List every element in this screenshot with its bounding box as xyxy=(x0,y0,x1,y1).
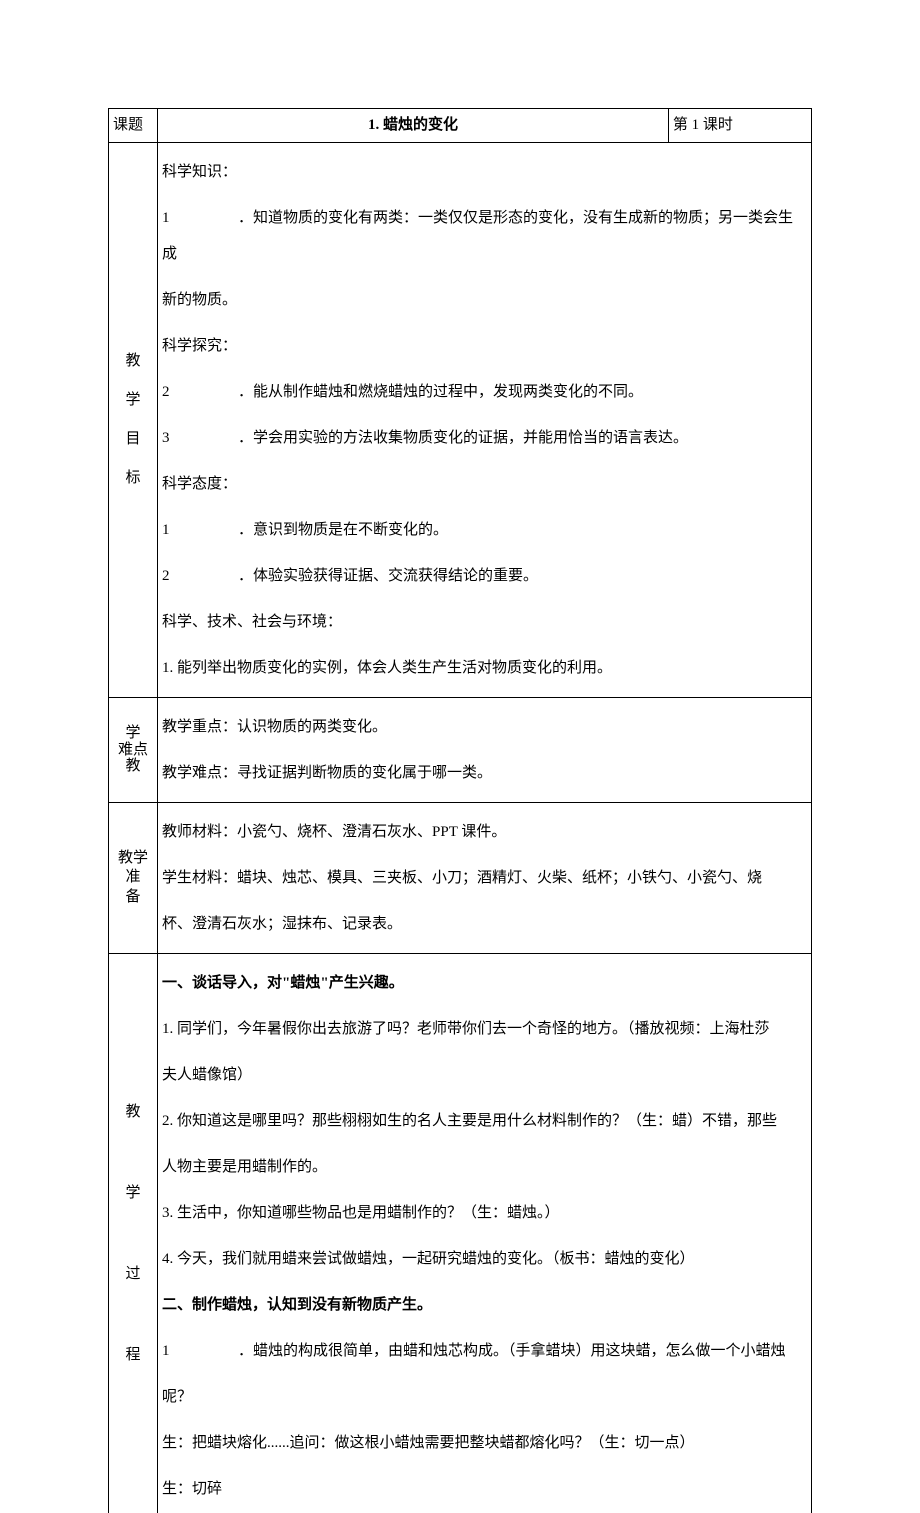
content-line: 教学难点：寻找证据判断物质的变化属于哪一类。 xyxy=(162,750,807,796)
section-heading: 二、制作蜡烛，认知到没有新物质产生。 xyxy=(162,1282,807,1328)
content-process: 一、谈话导入，对"蜡烛"产生兴趣。1. 同学们，今年暑假你出去旅游了吗？老师带你… xyxy=(158,954,812,1513)
header-row: 课题 1. 蜡烛的变化 第 1 课时 xyxy=(109,109,812,143)
item-text: ．能从制作蜡烛和燃烧蜡烛的过程中，发现两类变化的不同。 xyxy=(238,384,643,400)
lesson-title: 1. 蜡烛的变化 xyxy=(158,109,669,143)
content-line: 生：切碎 xyxy=(162,1466,807,1507)
content-line: 杯、澄清石灰水；湿抹布、记录表。 xyxy=(162,901,807,947)
item-text: ．蜡烛的构成很简单，由蜡和烛芯构成。（手拿蜡块）用这块蜡，怎么做一个小蜡烛 xyxy=(238,1343,786,1359)
content-goals: 科学知识：1．知道物质的变化有两类：一类仅仅是形态的变化，没有生成新的物质；另一… xyxy=(158,143,812,698)
content-line: 1 ．意识到物质是在不断变化的。 xyxy=(162,507,807,553)
content-line: 2. 你知道这是哪里吗？那些栩栩如生的名人主要是用什么材料制作的？（生：蜡）不错… xyxy=(162,1098,807,1144)
content-line: 2 ．能从制作蜡烛和燃烧蜡烛的过程中，发现两类变化的不同。 xyxy=(162,369,807,415)
content-line: 新的物质。 xyxy=(162,277,807,323)
item-number: 1 xyxy=(162,200,180,236)
item-number: 1 xyxy=(162,512,180,548)
content-line: 1. 能列举出物质变化的实例，体会人类生产生活对物质变化的利用。 xyxy=(162,645,807,691)
content-line: 人物主要是用蜡制作的。 xyxy=(162,1144,807,1190)
content-line: 1 ．蜡烛的构成很简单，由蜡和烛芯构成。（手拿蜡块）用这块蜡，怎么做一个小蜡烛 xyxy=(162,1328,807,1374)
row-prep: 教学准 备 教师材料：小瓷勺、烧杯、澄清石灰水、PPT 课件。学生材料：蜡块、烛… xyxy=(109,803,812,954)
content-line: 教师材料：小瓷勺、烧杯、澄清石灰水、PPT 课件。 xyxy=(162,809,807,855)
label-topic: 课题 xyxy=(109,109,158,143)
section-heading: 一、谈话导入，对"蜡烛"产生兴趣。 xyxy=(162,960,807,1006)
item-number: 2 xyxy=(162,374,180,410)
content-prep: 教师材料：小瓷勺、烧杯、澄清石灰水、PPT 课件。学生材料：蜡块、烛芯、模具、三… xyxy=(158,803,812,954)
content-line: 2 ．体验实验获得证据、交流获得结论的重要。 xyxy=(162,553,807,599)
content-line: 1．知道物质的变化有两类：一类仅仅是形态的变化，没有生成新的物质；另一类会生成 xyxy=(162,195,807,277)
item-text: ．体验实验获得证据、交流获得结论的重要。 xyxy=(238,568,538,584)
content-line: 1. 同学们，今年暑假你出去旅游了吗？老师带你们去一个奇怪的地方。（播放视频：上… xyxy=(162,1006,807,1052)
row-goals: 教 学 目 标 科学知识：1．知道物质的变化有两类：一类仅仅是形态的变化，没有生… xyxy=(109,143,812,698)
label-focus: 学 难点 教 xyxy=(109,698,158,803)
row-focus: 学 难点 教 教学重点：认识物质的两类变化。教学难点：寻找证据判断物质的变化属于… xyxy=(109,698,812,803)
content-line: 3. 生活中，你知道哪些物品也是用蜡制作的？（生：蜡烛。） xyxy=(162,1190,807,1236)
item-text: ．意识到物质是在不断变化的。 xyxy=(238,522,448,538)
content-line: 科学态度： xyxy=(162,461,807,507)
content-line: 科学探究： xyxy=(162,323,807,369)
row-process: 教 学 过 程 一、谈话导入，对"蜡烛"产生兴趣。1. 同学们，今年暑假你出去旅… xyxy=(109,954,812,1513)
label-process: 教 学 过 程 xyxy=(109,954,158,1513)
content-line: 夫人蜡像馆） xyxy=(162,1052,807,1098)
content-line: 呢？ xyxy=(162,1374,807,1420)
content-line: 4. 今天，我们就用蜡来尝试做蜡烛，一起研究蜡烛的变化。（板书：蜡烛的变化） xyxy=(162,1236,807,1282)
item-number: 1 xyxy=(162,1333,180,1369)
label-goals: 教 学 目 标 xyxy=(109,143,158,698)
item-text: ．学会用实验的方法收集物质变化的证据，并能用恰当的语言表达。 xyxy=(238,430,688,446)
content-line: 3 ．学会用实验的方法收集物质变化的证据，并能用恰当的语言表达。 xyxy=(162,415,807,461)
item-number: 3 xyxy=(162,420,180,456)
label-prep: 教学准 备 xyxy=(109,803,158,954)
lesson-period: 第 1 课时 xyxy=(668,109,811,143)
content-line: 科学知识： xyxy=(162,149,807,195)
content-line: 生：把蜡块熔化......追问：做这根小蜡烛需要把整块蜡都熔化吗？（生：切一点） xyxy=(162,1420,807,1466)
item-text: ．知道物质的变化有两类：一类仅仅是形态的变化，没有生成新的物质；另一类会生成 xyxy=(162,210,793,262)
content-focus: 教学重点：认识物质的两类变化。教学难点：寻找证据判断物质的变化属于哪一类。 xyxy=(158,698,812,803)
lesson-plan-table: 课题 1. 蜡烛的变化 第 1 课时 教 学 目 标 科学知识：1．知道物质的变… xyxy=(108,108,812,1513)
content-line: 学生材料：蜡块、烛芯、模具、三夹板、小刀；酒精灯、火柴、纸杯；小铁勺、小瓷勺、烧 xyxy=(162,855,807,901)
item-number: 2 xyxy=(162,558,180,594)
content-line: 科学、技术、社会与环境： xyxy=(162,599,807,645)
content-line: 教学重点：认识物质的两类变化。 xyxy=(162,704,807,750)
